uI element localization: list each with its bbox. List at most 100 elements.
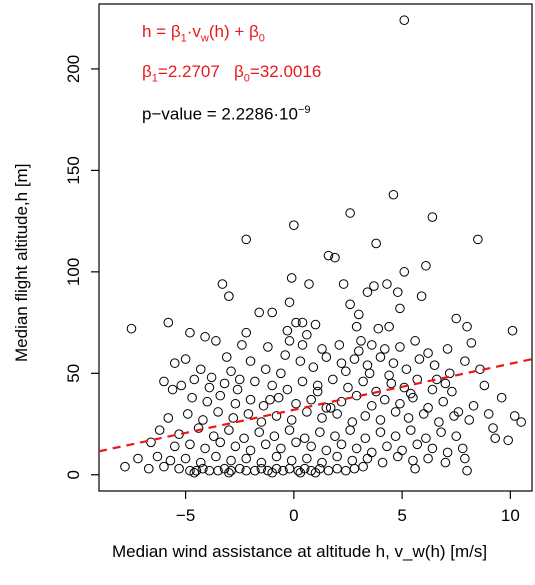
y-tick-label: 0 bbox=[64, 470, 83, 479]
data-point bbox=[286, 455, 297, 466]
data-point bbox=[163, 317, 174, 328]
data-point bbox=[254, 427, 265, 437]
data-point bbox=[169, 358, 180, 368]
data-point bbox=[302, 329, 312, 340]
data-point bbox=[356, 336, 366, 346]
data-point bbox=[189, 374, 200, 385]
data-point bbox=[250, 465, 260, 476]
data-point bbox=[405, 425, 416, 435]
data-point bbox=[226, 366, 236, 377]
data-point bbox=[176, 380, 187, 391]
data-point bbox=[460, 356, 470, 366]
data-point bbox=[241, 234, 252, 245]
data-point bbox=[423, 348, 433, 358]
data-point bbox=[336, 439, 347, 450]
data-point bbox=[208, 431, 219, 442]
data-point bbox=[226, 465, 236, 476]
data-point bbox=[291, 437, 301, 448]
data-point bbox=[349, 463, 360, 474]
data-point bbox=[358, 461, 368, 472]
data-point bbox=[159, 461, 169, 472]
data-point bbox=[332, 463, 342, 474]
data-point bbox=[273, 392, 284, 403]
data-point bbox=[429, 360, 440, 370]
data-point bbox=[379, 344, 390, 354]
data-point bbox=[460, 453, 470, 464]
data-point bbox=[245, 356, 256, 366]
x-axis-label: Median wind assistance at altitude h, v_… bbox=[112, 542, 488, 561]
data-point bbox=[202, 396, 213, 407]
data-point bbox=[260, 364, 271, 375]
data-point bbox=[375, 352, 386, 362]
data-point bbox=[230, 398, 241, 409]
equation-annotation: h = β1·vw(h) + β0 bbox=[142, 22, 265, 45]
data-point bbox=[228, 413, 239, 423]
data-point bbox=[286, 273, 297, 283]
data-point bbox=[382, 279, 392, 289]
data-point bbox=[462, 321, 472, 332]
data-point bbox=[213, 407, 223, 417]
data-point bbox=[328, 374, 338, 385]
data-point bbox=[341, 465, 351, 476]
data-point bbox=[245, 445, 256, 456]
data-point bbox=[338, 279, 349, 289]
data-point bbox=[245, 394, 256, 405]
data-point bbox=[211, 336, 221, 346]
data-point bbox=[332, 409, 342, 419]
data-point bbox=[410, 463, 420, 474]
x-tick-label: 10 bbox=[501, 506, 520, 525]
data-point bbox=[421, 260, 431, 271]
data-point bbox=[392, 287, 403, 297]
data-point bbox=[221, 352, 232, 362]
data-point bbox=[185, 327, 195, 338]
data-point bbox=[375, 427, 386, 437]
data-point bbox=[241, 453, 252, 464]
data-point bbox=[403, 413, 414, 423]
data-point bbox=[269, 431, 280, 442]
y-axis: 0 50 100 150 200 bbox=[64, 55, 99, 480]
data-point bbox=[198, 463, 208, 474]
data-point bbox=[195, 364, 206, 375]
data-point bbox=[271, 451, 282, 462]
data-point bbox=[159, 376, 169, 387]
data-point bbox=[152, 451, 163, 462]
data-point bbox=[230, 441, 241, 452]
data-point bbox=[399, 15, 410, 26]
data-point bbox=[258, 400, 269, 411]
data-point bbox=[126, 323, 137, 334]
data-point bbox=[377, 457, 388, 468]
data-point bbox=[263, 342, 273, 352]
data-point bbox=[306, 394, 316, 405]
data-point bbox=[451, 313, 462, 324]
data-point bbox=[375, 415, 386, 425]
data-point bbox=[366, 447, 377, 458]
y-tick-label: 150 bbox=[64, 156, 83, 184]
data-point bbox=[200, 331, 210, 342]
data-point bbox=[447, 386, 457, 397]
data-point bbox=[334, 340, 345, 350]
data-point bbox=[379, 394, 390, 405]
x-axis: −5 0 5 10 bbox=[176, 491, 520, 525]
data-point bbox=[449, 411, 459, 421]
data-point bbox=[217, 279, 228, 289]
data-point bbox=[282, 325, 293, 336]
data-point bbox=[304, 279, 314, 289]
data-point bbox=[386, 378, 397, 389]
data-point bbox=[392, 451, 403, 462]
regression-line bbox=[98, 358, 533, 453]
data-point bbox=[256, 463, 267, 474]
data-point bbox=[317, 457, 327, 468]
data-point bbox=[323, 465, 334, 476]
data-point bbox=[444, 368, 455, 379]
data-point bbox=[354, 309, 364, 320]
data-point bbox=[263, 465, 273, 476]
data-point bbox=[297, 376, 308, 387]
data-point bbox=[362, 287, 373, 297]
data-point bbox=[284, 463, 295, 474]
data-point bbox=[457, 443, 468, 454]
data-point bbox=[362, 360, 373, 370]
data-point bbox=[297, 317, 308, 328]
data-point bbox=[427, 212, 438, 222]
data-point bbox=[366, 400, 377, 411]
data-point bbox=[427, 384, 438, 395]
